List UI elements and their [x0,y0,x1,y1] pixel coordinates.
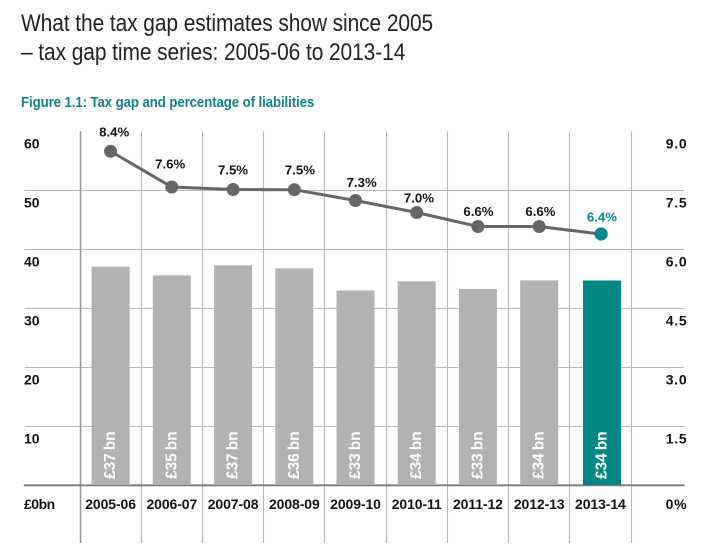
svg-text:7.5%: 7.5% [218,162,248,177]
svg-text:40: 40 [24,253,40,269]
svg-text:£33 bn: £33 bn [347,431,364,479]
svg-text:3.0: 3.0 [666,371,688,387]
svg-text:10: 10 [24,430,40,446]
svg-text:1.5: 1.5 [666,430,688,446]
svg-text:£0bn: £0bn [24,496,55,512]
svg-text:£36 bn: £36 bn [286,431,303,479]
svg-text:£37 bn: £37 bn [102,431,119,479]
svg-text:30: 30 [24,312,40,328]
svg-text:2006-07: 2006-07 [146,496,197,512]
svg-text:6.4%: 6.4% [587,209,617,224]
svg-text:£34 bn: £34 bn [408,431,425,479]
svg-text:6.6%: 6.6% [525,204,555,219]
svg-text:£37 bn: £37 bn [225,431,242,479]
svg-text:7.5: 7.5 [666,194,688,210]
svg-text:£34 bn: £34 bn [531,431,548,479]
svg-text:2011-12: 2011-12 [453,496,503,512]
svg-text:2010-11: 2010-11 [392,496,442,512]
svg-text:7.6%: 7.6% [155,156,185,171]
svg-text:9.0: 9.0 [666,136,688,152]
svg-text:£35 bn: £35 bn [163,431,180,479]
svg-text:2012-13: 2012-13 [514,496,565,512]
svg-text:20: 20 [24,371,40,387]
svg-text:7.3%: 7.3% [347,175,377,190]
svg-text:50: 50 [24,194,40,210]
svg-text:6.6%: 6.6% [463,204,493,219]
svg-text:6.0: 6.0 [666,253,688,269]
svg-text:2013-14: 2013-14 [575,496,626,512]
svg-text:2008-09: 2008-09 [269,496,320,512]
svg-text:7.5%: 7.5% [285,163,315,178]
svg-text:2009-10: 2009-10 [330,496,381,512]
svg-text:2005-06: 2005-06 [85,496,136,512]
svg-text:4.5: 4.5 [666,312,688,328]
svg-text:£34 bn: £34 bn [594,431,611,479]
svg-text:60: 60 [24,136,40,152]
svg-text:£33 bn: £33 bn [469,431,486,479]
svg-text:2007-08: 2007-08 [208,496,259,512]
svg-text:7.0%: 7.0% [404,190,434,205]
svg-text:0%: 0% [666,496,688,512]
svg-text:8.4%: 8.4% [99,125,129,140]
